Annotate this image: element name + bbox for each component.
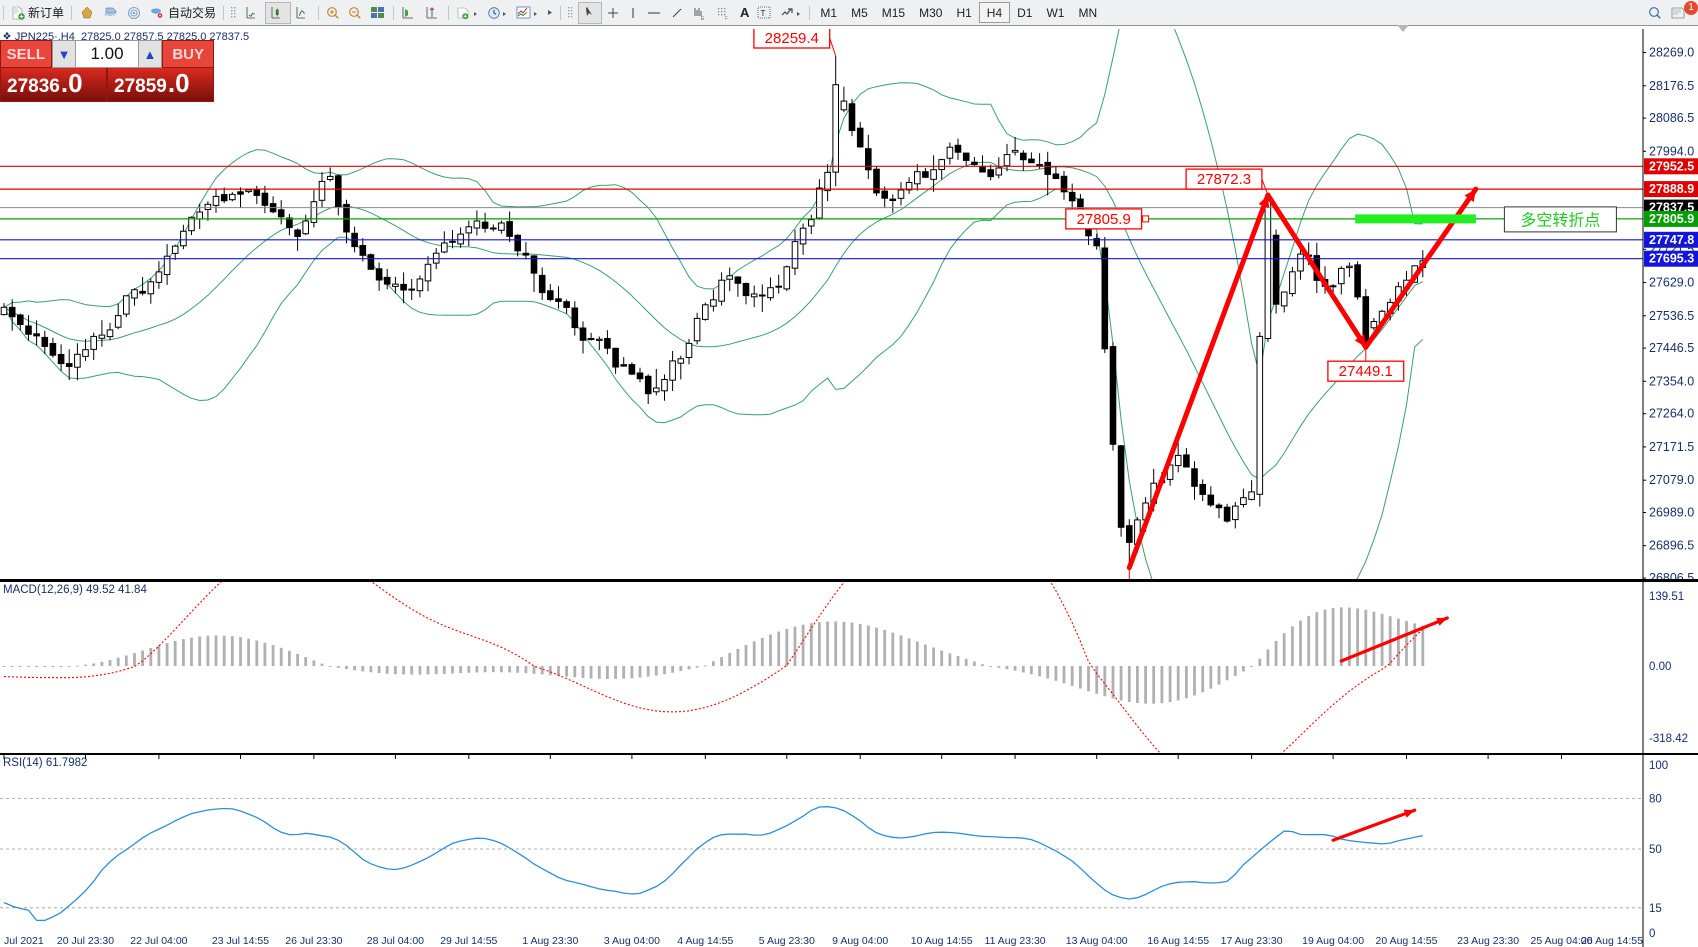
svg-text:26 Jul 23:30: 26 Jul 23:30 (285, 935, 342, 947)
svg-text:26896.5: 26896.5 (1649, 539, 1694, 553)
svg-text:-318.42: -318.42 (1649, 733, 1688, 745)
svg-text:27629.0: 27629.0 (1649, 276, 1694, 290)
svg-text:10 Aug 14:55: 10 Aug 14:55 (911, 935, 973, 947)
svg-text:5 Aug 23:30: 5 Aug 23:30 (759, 935, 815, 947)
svg-text:29 Jul 14:55: 29 Jul 14:55 (440, 935, 497, 947)
svg-text:27171.5: 27171.5 (1649, 440, 1694, 454)
svg-text:28086.5: 28086.5 (1649, 111, 1694, 125)
svg-text:23 Aug 23:30: 23 Aug 23:30 (1457, 935, 1519, 947)
svg-text:20 Jul 23:30: 20 Jul 23:30 (57, 935, 114, 947)
svg-text:27695.3: 27695.3 (1649, 252, 1694, 266)
svg-text:19 Aug 04:00: 19 Aug 04:00 (1302, 935, 1364, 947)
svg-text:1 Aug 23:30: 1 Aug 23:30 (522, 935, 578, 947)
svg-text:11 Aug 23:30: 11 Aug 23:30 (985, 935, 1046, 947)
svg-text:26989.0: 26989.0 (1649, 506, 1694, 520)
svg-text:16 Aug 14:55: 16 Aug 14:55 (1147, 935, 1209, 947)
svg-text:Jul 2021: Jul 2021 (4, 935, 44, 947)
svg-text:100: 100 (1649, 760, 1668, 772)
svg-text:4 Aug 14:55: 4 Aug 14:55 (677, 935, 733, 947)
svg-text:17 Aug 23:30: 17 Aug 23:30 (1221, 935, 1283, 947)
svg-text:26806.5: 26806.5 (1649, 571, 1694, 579)
svg-text:27872.3: 27872.3 (1197, 171, 1251, 188)
svg-text:15: 15 (1649, 903, 1662, 915)
svg-text:28269.0: 28269.0 (1649, 46, 1694, 60)
svg-text:T: T (761, 9, 766, 18)
svg-text:0.00: 0.00 (1649, 661, 1671, 673)
svg-text:20 Aug 14:55: 20 Aug 14:55 (1376, 935, 1438, 947)
svg-text:26 Aug 14:55: 26 Aug 14:55 (1581, 935, 1643, 947)
svg-text:28 Jul 04:00: 28 Jul 04:00 (367, 935, 424, 947)
svg-text:80: 80 (1649, 794, 1662, 806)
svg-text:50: 50 (1649, 844, 1662, 856)
svg-text:E: E (701, 16, 705, 20)
svg-text:27952.5: 27952.5 (1649, 159, 1694, 173)
svg-text:27536.5: 27536.5 (1649, 309, 1694, 323)
svg-text:F: F (725, 16, 728, 20)
svg-text:27805.9: 27805.9 (1077, 211, 1131, 228)
svg-text:27449.1: 27449.1 (1339, 363, 1393, 380)
svg-text:27994.0: 27994.0 (1649, 144, 1694, 158)
svg-text:27079.0: 27079.0 (1649, 473, 1694, 487)
svg-text:139.51: 139.51 (1649, 591, 1684, 603)
svg-text:27264.0: 27264.0 (1649, 407, 1694, 421)
svg-text:RSI(14) 61.7982: RSI(14) 61.7982 (3, 757, 87, 769)
svg-text:9 Aug 04:00: 9 Aug 04:00 (832, 935, 888, 947)
svg-text:28176.5: 28176.5 (1649, 79, 1694, 93)
svg-text:多空转折点: 多空转折点 (1520, 211, 1600, 229)
svg-text:23 Jul 14:55: 23 Jul 14:55 (212, 935, 269, 947)
svg-text:3 Aug 04:00: 3 Aug 04:00 (604, 935, 660, 947)
svg-text:22 Jul 04:00: 22 Jul 04:00 (130, 935, 187, 947)
svg-text:0: 0 (1649, 928, 1655, 940)
svg-text:27888.9: 27888.9 (1649, 182, 1694, 196)
svg-text:27446.5: 27446.5 (1649, 341, 1694, 355)
svg-text:MACD(12,26,9) 49.52 41.84: MACD(12,26,9) 49.52 41.84 (3, 584, 147, 596)
svg-text:13 Aug 04:00: 13 Aug 04:00 (1066, 935, 1128, 947)
svg-text:28259.4: 28259.4 (765, 30, 819, 47)
svg-text:27354.0: 27354.0 (1649, 374, 1694, 388)
svg-text:27805.9: 27805.9 (1649, 212, 1694, 226)
